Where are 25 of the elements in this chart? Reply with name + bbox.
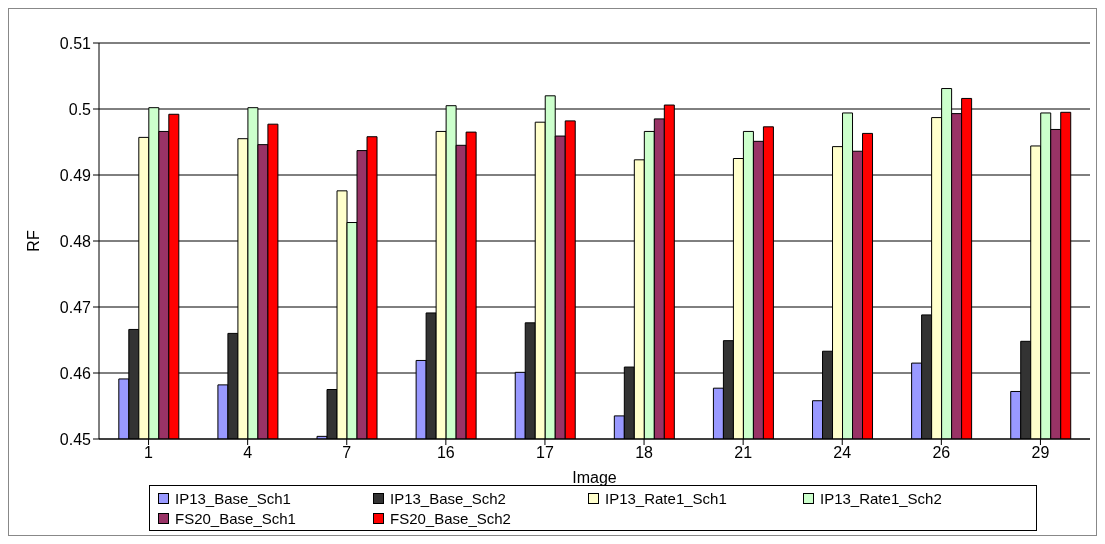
y-tick-label: 0.49 [59,166,92,184]
x-tick-label: 1 [144,444,154,462]
y-tick-label: 0.47 [59,298,92,316]
legend-label: FS20_Base_Sch2 [390,509,511,527]
legend-label: IP13_Base_Sch2 [390,489,506,507]
y-tick-label: 0.45 [59,430,92,448]
x-axis-title: Image [572,469,617,486]
legend-label: IP13_Rate1_Sch1 [605,489,727,507]
x-tick-label: 18 [635,444,654,462]
y-tick-label: 0.48 [59,232,92,250]
x-tick-label: 29 [1031,444,1050,462]
x-tick-label: 24 [833,444,852,462]
y-axis-title: RF [24,230,42,252]
x-tick-label: 21 [734,444,753,462]
x-tick-label: 16 [436,444,455,462]
y-tick-label: 0.46 [59,364,92,382]
legend-label: IP13_Base_Sch1 [175,489,291,507]
y-tick-label: 0.51 [59,34,92,52]
legend-label: IP13_Rate1_Sch2 [820,489,942,507]
y-tick-label: 0.5 [68,100,92,118]
legend-label: FS20_Base_Sch1 [175,509,296,527]
x-tick-label: 17 [536,444,554,462]
x-tick-label: 4 [243,444,253,462]
x-tick-label: 26 [932,444,951,462]
x-tick-label: 7 [342,444,352,462]
